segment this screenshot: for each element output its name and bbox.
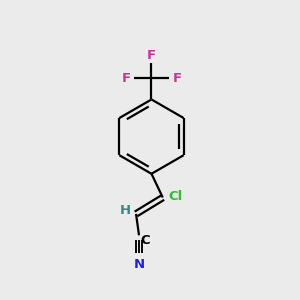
Text: F: F: [122, 72, 131, 85]
Text: N: N: [134, 258, 145, 271]
Text: H: H: [120, 204, 131, 217]
Text: Cl: Cl: [168, 190, 182, 202]
Text: C: C: [140, 234, 150, 247]
Text: F: F: [172, 72, 182, 85]
Text: F: F: [147, 49, 156, 62]
